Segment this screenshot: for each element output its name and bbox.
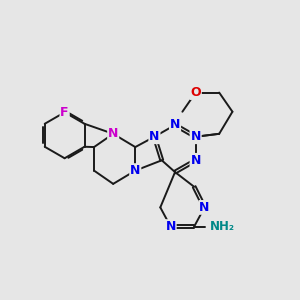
Text: N: N — [190, 154, 201, 167]
Text: N: N — [165, 220, 176, 233]
Text: N: N — [149, 130, 160, 143]
Text: N: N — [130, 164, 140, 177]
Text: F: F — [60, 106, 69, 119]
Text: N: N — [199, 201, 210, 214]
Text: O: O — [190, 86, 201, 99]
Text: N: N — [190, 130, 201, 143]
Text: N: N — [108, 127, 119, 140]
Text: NH₂: NH₂ — [210, 220, 236, 233]
Text: N: N — [170, 118, 180, 131]
